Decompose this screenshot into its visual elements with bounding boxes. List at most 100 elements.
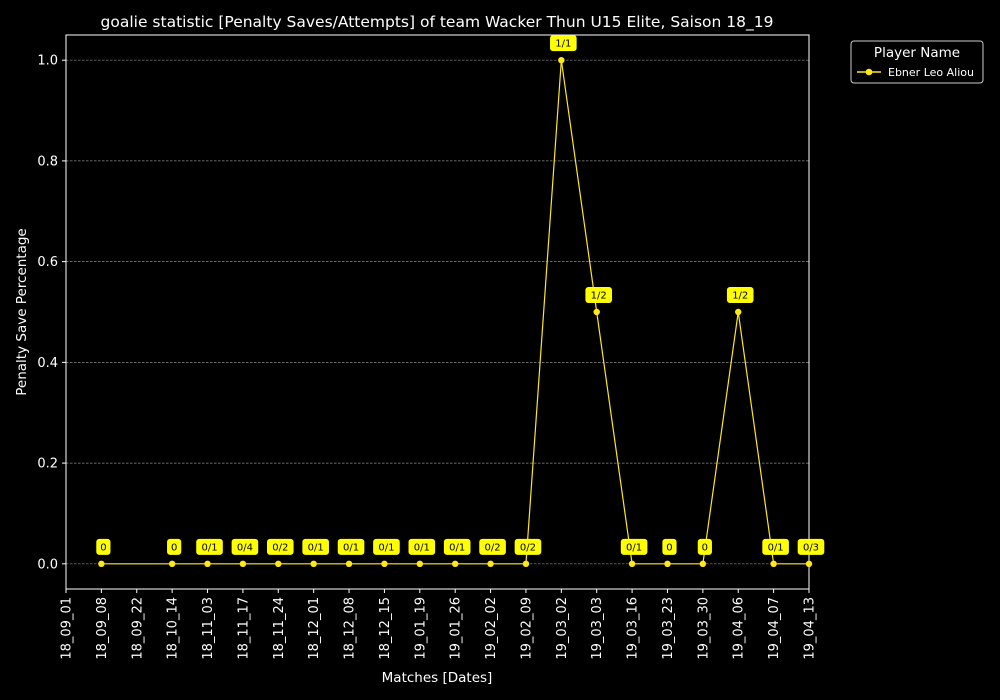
x-tick-label: 18_12_15 — [378, 597, 393, 660]
x-tick-label: 18_09_01 — [60, 597, 75, 660]
data-label-box — [662, 538, 677, 555]
data-point — [487, 560, 494, 568]
data-label-box — [585, 287, 613, 303]
x-tick-label: 18_12_01 — [307, 597, 322, 660]
data-label: 0/1 — [308, 542, 324, 553]
legend-box — [850, 40, 984, 84]
data-point — [699, 560, 707, 568]
data-label: 0/2 — [485, 542, 501, 553]
data-label-box — [373, 538, 400, 555]
data-point — [451, 560, 459, 568]
x-tick-label: 18_09_22 — [130, 597, 145, 660]
data-point — [805, 560, 813, 568]
x-tick-label: 19_01_26 — [449, 597, 464, 660]
y-tick-label: 0.2 — [37, 457, 58, 472]
y-tick-label: 0.8 — [37, 154, 58, 169]
x-tick-label: 19_03_23 — [661, 597, 676, 660]
x-tick-label: 19_04_13 — [803, 597, 818, 660]
data-point — [381, 560, 388, 568]
x-tick-label: 19_01_19 — [413, 597, 428, 660]
data-label: 0 — [666, 542, 672, 553]
data-label-box — [196, 538, 223, 555]
data-label-box — [550, 35, 577, 52]
data-label-box — [337, 538, 365, 555]
legend-marker-swatch — [865, 68, 873, 76]
data-label: 0/1 — [201, 542, 217, 553]
data-point — [735, 308, 742, 316]
data-label: 0/4 — [237, 542, 253, 553]
x-tick-label: 19_03_30 — [696, 597, 711, 660]
data-point — [593, 308, 600, 316]
data-point — [275, 560, 282, 568]
data-point — [558, 56, 565, 64]
chart-title: goalie statistic [Penalty Saves/Attempts… — [101, 13, 774, 32]
data-label-box — [302, 538, 329, 555]
data-point — [345, 560, 353, 568]
y-tick-label: 0.6 — [37, 255, 58, 270]
data-label: 0/2 — [272, 542, 288, 553]
series-line — [101, 60, 809, 565]
data-label-box — [797, 538, 825, 555]
data-label-box — [726, 287, 754, 303]
x-tick-label: 19_03_03 — [590, 597, 605, 660]
x-tick-label: 18_11_24 — [272, 597, 287, 660]
data-label-box — [697, 538, 712, 555]
data-label: 0/1 — [414, 542, 430, 553]
data-point — [204, 560, 211, 568]
data-point — [239, 560, 247, 568]
data-label-box — [514, 538, 542, 555]
data-label: 0/2 — [520, 542, 536, 553]
data-point — [98, 560, 105, 568]
x-tick-label: 18_11_03 — [201, 597, 216, 660]
data-label: 0/1 — [343, 542, 359, 553]
x-tick-label: 18_09_08 — [95, 597, 110, 660]
data-point — [168, 560, 176, 568]
data-label-box — [620, 538, 648, 555]
data-point — [310, 560, 317, 568]
x-tick-label: 18_12_08 — [343, 597, 358, 660]
data-label: 0/1 — [768, 542, 784, 553]
data-label: 0/1 — [449, 542, 465, 553]
x-tick-label: 18_11_17 — [236, 597, 251, 660]
data-label: 1/1 — [555, 39, 571, 50]
data-label-box — [443, 538, 471, 555]
legend: Player Name Ebner Leo Aliou — [850, 40, 984, 84]
x-tick-label: 19_02_09 — [519, 597, 534, 660]
x-tick-label: 19_03_16 — [626, 597, 641, 660]
y-tick-label: 0.4 — [37, 356, 58, 371]
data-label: 0/3 — [803, 542, 819, 553]
legend-title: Player Name — [874, 45, 960, 61]
x-tick-label: 18_10_14 — [166, 597, 181, 660]
data-label-box — [266, 538, 294, 555]
data-label: 1/2 — [591, 291, 607, 302]
data-label: 0 — [702, 542, 708, 553]
data-label: 0 — [171, 542, 177, 553]
data-point — [522, 560, 530, 568]
y-tick-label: 1.0 — [37, 54, 58, 69]
data-label-box — [96, 538, 111, 555]
data-label-box — [408, 538, 436, 555]
x-tick-label: 19_03_02 — [555, 597, 570, 660]
data-label: 1/2 — [732, 291, 748, 302]
data-label-box — [762, 538, 789, 555]
data-label-box — [167, 538, 182, 555]
data-label: 0/1 — [626, 542, 642, 553]
x-tick-label: 19_02_02 — [484, 597, 499, 660]
x-axis-label: Matches [Dates] — [382, 670, 493, 686]
y-tick-label: 0.0 — [37, 557, 58, 572]
data-point — [770, 560, 777, 568]
data-label: 0 — [100, 542, 106, 553]
x-tick-label: 19_04_06 — [732, 597, 747, 660]
legend-entry-label: Ebner Leo Aliou — [888, 66, 974, 79]
data-point — [416, 560, 424, 568]
data-point — [664, 560, 671, 568]
data-point — [628, 560, 636, 568]
plot-area: 0.0 0.2 0.4 0.6 0.8 1.0 18_09_01 18_09_08 18_09_… — [37, 34, 825, 660]
data-label-box — [231, 538, 259, 555]
data-label: 0/1 — [378, 542, 394, 553]
data-label-box — [479, 538, 506, 555]
x-tick-label: 19_04_07 — [767, 597, 782, 660]
y-axis-label: Penalty Save Percentage — [14, 228, 30, 396]
plot-frame — [65, 34, 810, 590]
